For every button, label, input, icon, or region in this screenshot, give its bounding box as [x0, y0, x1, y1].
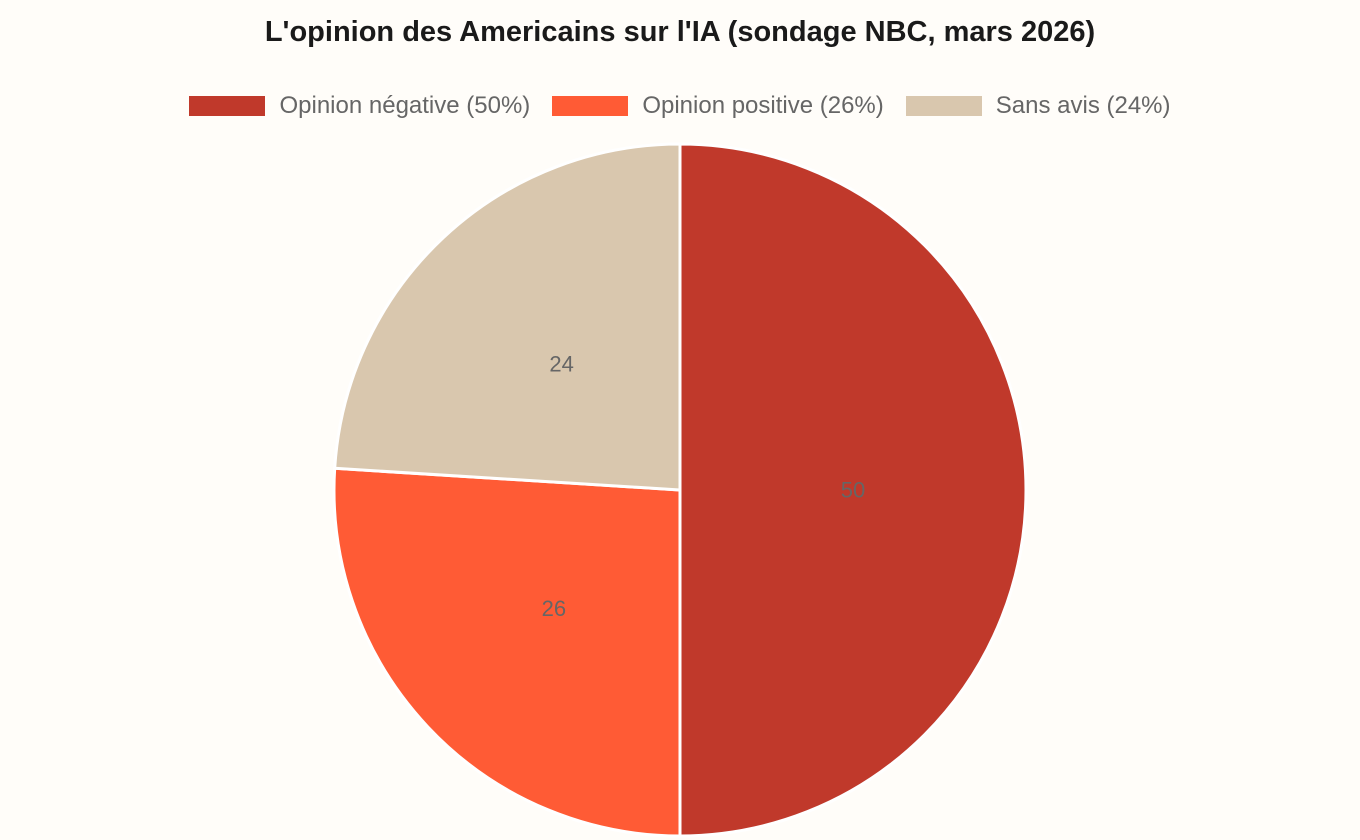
slice-label-positive: 26: [542, 596, 566, 621]
legend-swatch-positive: [552, 96, 629, 116]
legend-label-positive: Opinion positive (26%): [642, 92, 884, 119]
chart-title: L'opinion des Americains sur l'IA (sonda…: [264, 16, 1096, 48]
legend: Opinion négative (50%) Opinion positive …: [0, 92, 1360, 120]
legend-label-no-opinion: Sans avis (24%): [995, 92, 1171, 119]
pie-slice-no-opinion[interactable]: [333, 142, 682, 492]
legend-swatch-no-opinion: [905, 96, 982, 116]
legend-item-negative[interactable]: Opinion négative (50%): [189, 92, 530, 120]
legend-swatch-negative: [189, 96, 266, 116]
slice-label-negative: 50: [841, 478, 865, 503]
pie-slice-positive[interactable]: [332, 466, 682, 838]
pie-slice-negative[interactable]: [678, 142, 1028, 838]
slice-label-no-opinion: 24: [549, 351, 573, 376]
legend-item-positive[interactable]: Opinion positive (26%): [552, 92, 884, 120]
legend-item-no-opinion[interactable]: Sans avis (24%): [905, 92, 1171, 120]
legend-label-negative: Opinion négative (50%): [279, 92, 531, 119]
